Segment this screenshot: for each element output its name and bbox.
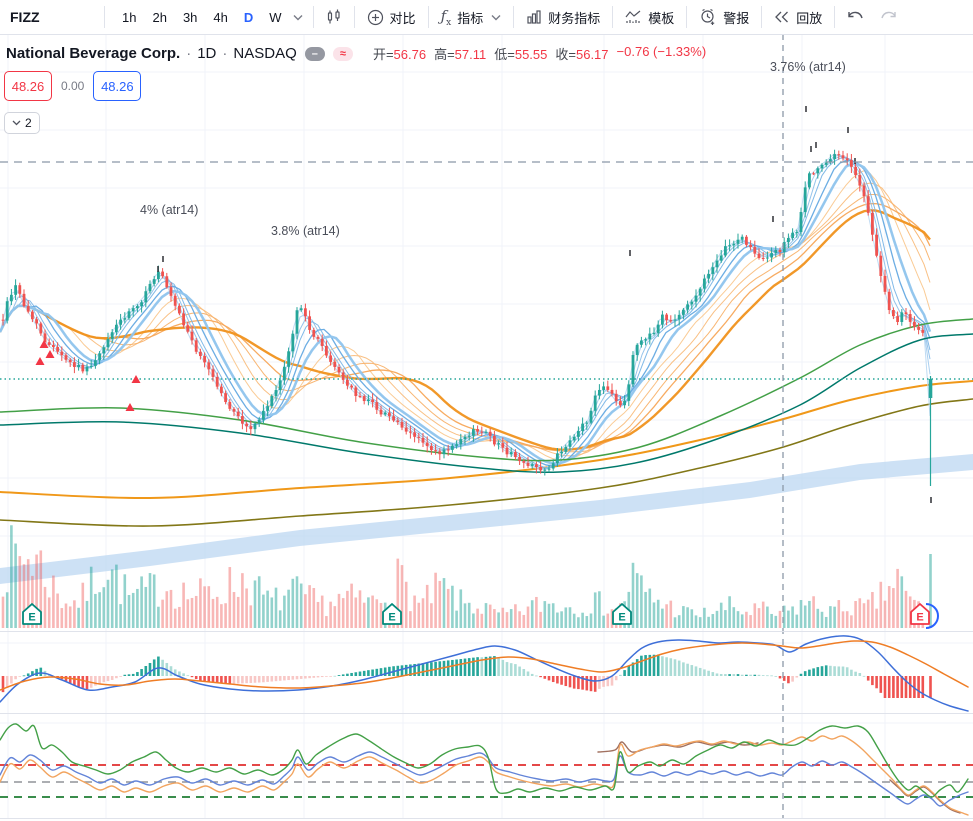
macd-lines bbox=[0, 635, 969, 712]
templates-label: 模板 bbox=[648, 10, 675, 26]
candles bbox=[1, 149, 933, 486]
symbol-info-row: National Beverage Corp. · 1D · NASDAQ – … bbox=[6, 44, 706, 63]
ask-button[interactable]: 48.26 bbox=[93, 71, 142, 101]
toolbar-separator bbox=[104, 6, 105, 28]
rewind-icon bbox=[774, 10, 790, 24]
bid-ask-row: 48.26 0.00 48.26 bbox=[4, 71, 142, 101]
close-label: 收= bbox=[555, 47, 576, 62]
toolbar-separator bbox=[612, 6, 614, 28]
symbol-name[interactable]: National Beverage Corp. bbox=[6, 45, 181, 62]
replay-label: 回放 bbox=[796, 10, 823, 26]
financials-button[interactable]: 财务指标 bbox=[518, 4, 608, 31]
compare-label: 对比 bbox=[389, 10, 416, 26]
alerts-label: 警报 bbox=[723, 10, 750, 26]
high-value: 57.11 bbox=[454, 47, 487, 62]
top-toolbar: FIZZ 1h 2h 3h 4h D W 对比 ƒx 指标 bbox=[0, 0, 973, 35]
plus-circle-icon bbox=[367, 9, 384, 26]
template-wave-icon bbox=[625, 9, 642, 25]
tf-4h[interactable]: 4h bbox=[213, 9, 228, 25]
market-status-approx-icon[interactable]: ≈ bbox=[332, 46, 353, 61]
compare-button[interactable]: 对比 bbox=[359, 4, 424, 31]
spread-value: 0.00 bbox=[61, 79, 85, 93]
undo-button[interactable] bbox=[839, 6, 872, 28]
sell-triangle-marker bbox=[39, 340, 49, 348]
earnings-icon[interactable] bbox=[22, 603, 42, 625]
open-label: 开= bbox=[372, 47, 394, 62]
sell-triangle-marker bbox=[35, 357, 45, 365]
fx-icon: ƒx bbox=[440, 6, 452, 28]
pane-separators bbox=[0, 631, 973, 819]
orange-ribbon bbox=[0, 163, 931, 464]
slow-ma-lines bbox=[0, 380, 973, 527]
earnings-icon[interactable] bbox=[382, 603, 402, 625]
symbol-button[interactable]: FIZZ bbox=[10, 9, 40, 25]
bar-chart-icon bbox=[526, 9, 542, 25]
svg-text:E: E bbox=[28, 612, 35, 624]
candlestick-icon bbox=[326, 9, 342, 25]
ohlc-legend: 开=56.76 高=57.11 低=55.55 收=56.17 −0.76 (−… bbox=[373, 44, 706, 63]
medium-ma-lines bbox=[0, 318, 973, 474]
toolbar-separator bbox=[312, 6, 314, 28]
replay-button[interactable]: 回放 bbox=[766, 4, 830, 31]
toolbar-separator bbox=[686, 6, 688, 28]
close-value: 56.17 bbox=[575, 47, 609, 62]
alarm-clock-icon bbox=[699, 8, 717, 26]
redo-button[interactable] bbox=[872, 6, 905, 28]
separator-dot: · bbox=[222, 45, 228, 62]
indicators-collapse-chip[interactable]: 2 bbox=[4, 112, 40, 134]
oscillator-lines bbox=[0, 723, 969, 816]
change-value: −0.76 (−1.33%) bbox=[616, 44, 707, 59]
tf-1d[interactable]: D bbox=[243, 9, 254, 25]
interval-label[interactable]: 1D bbox=[197, 45, 217, 62]
exchange-label[interactable]: NASDAQ bbox=[233, 45, 297, 62]
dashed-guides bbox=[0, 34, 973, 818]
financials-label: 财务指标 bbox=[548, 10, 601, 26]
alerts-button[interactable]: 警报 bbox=[691, 4, 757, 31]
macd-histogram bbox=[1, 654, 932, 698]
earnings-icon[interactable] bbox=[612, 603, 632, 625]
tf-1w[interactable]: W bbox=[269, 9, 282, 25]
timeframe-dropdown-chevron-icon[interactable] bbox=[293, 14, 303, 21]
tf-3h[interactable]: 3h bbox=[182, 9, 198, 25]
replay-arc-icon bbox=[925, 603, 939, 629]
tf-2h[interactable]: 2h bbox=[152, 9, 167, 25]
indicators-button[interactable]: ƒx 指标 bbox=[433, 3, 510, 32]
tf-1h[interactable]: 1h bbox=[122, 9, 137, 25]
svg-text:E: E bbox=[618, 612, 625, 624]
oscillator-levels bbox=[0, 764, 973, 798]
svg-text:E: E bbox=[388, 612, 395, 624]
indicators-dropdown-chevron-icon[interactable] bbox=[491, 14, 501, 21]
indicators-count: 2 bbox=[25, 116, 32, 130]
low-value: 55.55 bbox=[514, 47, 548, 62]
bid-button[interactable]: 48.26 bbox=[4, 71, 52, 101]
toolbar-separator bbox=[834, 6, 836, 28]
open-value: 56.76 bbox=[393, 47, 427, 62]
separator-dot: · bbox=[186, 45, 192, 62]
earnings-icon[interactable] bbox=[910, 603, 930, 625]
signal-markers bbox=[35, 106, 932, 503]
svg-text:E: E bbox=[916, 612, 923, 624]
indicators-label: 指标 bbox=[457, 10, 484, 26]
toolbar-separator bbox=[353, 6, 355, 28]
high-label: 高= bbox=[434, 47, 455, 62]
ma-band bbox=[0, 454, 973, 584]
sell-triangle-marker bbox=[125, 403, 135, 411]
templates-button[interactable]: 模板 bbox=[617, 4, 682, 31]
volume-bars bbox=[1, 525, 932, 628]
chart-style-button[interactable] bbox=[318, 5, 350, 29]
sell-triangle-marker bbox=[131, 375, 141, 383]
low-label: 低= bbox=[494, 47, 515, 62]
timeframe-group: 1h 2h 3h 4h D W bbox=[109, 7, 309, 28]
toolbar-separator bbox=[513, 6, 515, 28]
market-status-minus-icon[interactable]: – bbox=[304, 46, 325, 61]
toolbar-separator bbox=[427, 6, 429, 28]
toolbar-separator bbox=[761, 6, 763, 28]
sell-triangle-marker bbox=[45, 350, 55, 358]
